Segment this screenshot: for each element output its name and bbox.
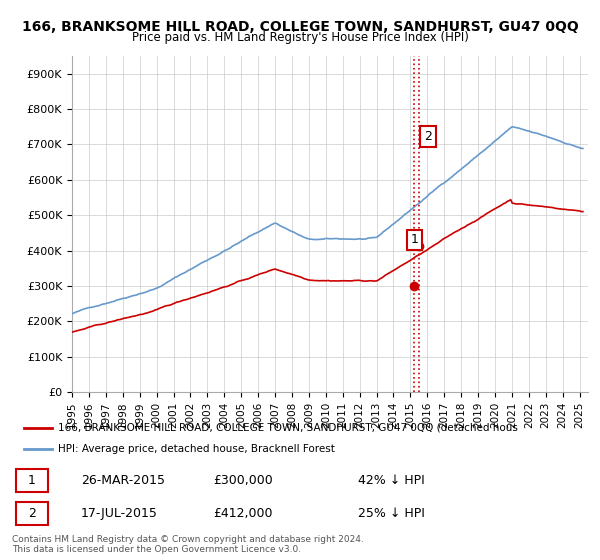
Text: £300,000: £300,000: [214, 474, 274, 487]
Text: 2: 2: [28, 507, 35, 520]
Text: Contains HM Land Registry data © Crown copyright and database right 2024.
This d: Contains HM Land Registry data © Crown c…: [12, 535, 364, 554]
Text: HPI: Average price, detached house, Bracknell Forest: HPI: Average price, detached house, Brac…: [58, 444, 335, 454]
Text: 2: 2: [424, 130, 432, 143]
Text: 1: 1: [28, 474, 35, 487]
Text: 42% ↓ HPI: 42% ↓ HPI: [358, 474, 424, 487]
Text: 17-JUL-2015: 17-JUL-2015: [81, 507, 158, 520]
Text: Price paid vs. HM Land Registry's House Price Index (HPI): Price paid vs. HM Land Registry's House …: [131, 31, 469, 44]
Text: 1: 1: [410, 234, 418, 246]
Text: 166, BRANKSOME HILL ROAD, COLLEGE TOWN, SANDHURST, GU47 0QQ (detached hous: 166, BRANKSOME HILL ROAD, COLLEGE TOWN, …: [58, 423, 518, 433]
Text: 166, BRANKSOME HILL ROAD, COLLEGE TOWN, SANDHURST, GU47 0QQ: 166, BRANKSOME HILL ROAD, COLLEGE TOWN, …: [22, 20, 578, 34]
Text: £412,000: £412,000: [214, 507, 273, 520]
FancyBboxPatch shape: [16, 469, 48, 492]
Text: 26-MAR-2015: 26-MAR-2015: [81, 474, 165, 487]
Text: 25% ↓ HPI: 25% ↓ HPI: [358, 507, 424, 520]
FancyBboxPatch shape: [16, 502, 48, 525]
